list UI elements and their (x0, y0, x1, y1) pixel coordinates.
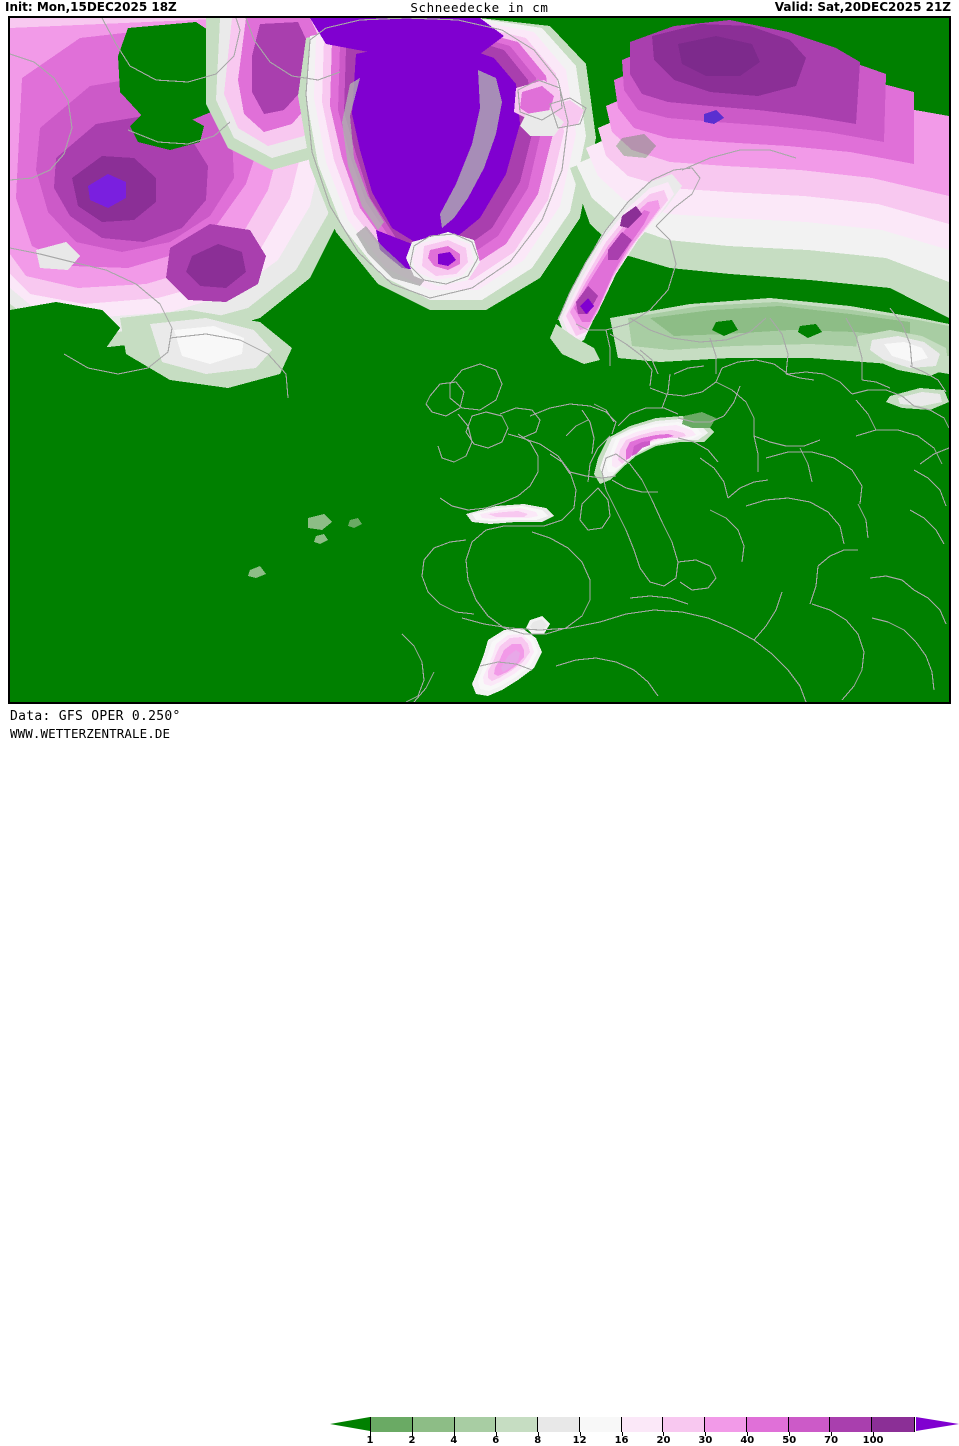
region-cantabrian-specks (248, 514, 362, 578)
colorbar-over-arrow (916, 1417, 959, 1431)
colorbar-segment-4 (454, 1417, 497, 1432)
colorbar-label-6: 6 (492, 1435, 500, 1446)
region-atlas-mountains (472, 616, 550, 696)
colorbar-segment-100 (872, 1417, 914, 1432)
colorbar-segment-70 (830, 1417, 873, 1432)
colorbar-label-100: 100 (862, 1435, 884, 1446)
map-header: Init: Mon,15DEC2025 18Z Schneedecke in c… (0, 0, 959, 16)
valid-time-label: Valid: Sat,20DEC2025 21Z (774, 0, 951, 14)
colorbar-segment-12 (579, 1417, 622, 1432)
colorbar-under-arrow (330, 1417, 370, 1431)
website-label: WWW.WETTERZENTRALE.DE (10, 726, 171, 741)
page-title: Schneedecke in cm (410, 0, 549, 15)
map-footer: Data: GFS OPER 0.250° WWW.WETTERZENTRALE… (0, 704, 959, 1446)
colorbar-segment-50 (788, 1417, 831, 1432)
coastlines-and-borders (10, 18, 949, 702)
data-source-label: Data: GFS OPER 0.250° (10, 709, 181, 724)
colorbar-segment-1 (371, 1417, 413, 1432)
colorbar-label-20: 20 (656, 1435, 671, 1446)
colorbar-segment-6 (496, 1417, 539, 1432)
colorbar-segment-30 (705, 1417, 747, 1432)
region-scandinavian-mountains (550, 174, 682, 364)
colorbar-label-70: 70 (824, 1435, 839, 1446)
colorbar-segment-2 (412, 1417, 455, 1432)
colorbar-segment-8 (538, 1417, 580, 1432)
colorbar-label-50: 50 (782, 1435, 797, 1446)
region-northern-europe-snowfield (570, 20, 949, 318)
colorbar-segments (370, 1417, 915, 1432)
snow-depth-heatmap (10, 18, 949, 702)
region-pyrenees (466, 504, 554, 524)
region-alps (594, 412, 716, 484)
map-frame (8, 16, 951, 704)
colorbar-label-8: 8 (534, 1435, 542, 1446)
colorbar-segment-20 (663, 1417, 706, 1432)
colorbar: 1 2 4 6 8 12 16 20 30 40 50 70 100 (330, 1415, 959, 1446)
colorbar-label-30: 30 (698, 1435, 713, 1446)
init-time-label: Init: Mon,15DEC2025 18Z (5, 0, 177, 14)
colorbar-ticks: 1 2 4 6 8 12 16 20 30 40 50 70 100 (366, 1432, 916, 1446)
colorbar-segment-40 (746, 1417, 789, 1432)
colorbar-label-16: 16 (614, 1435, 629, 1446)
colorbar-label-40: 40 (740, 1435, 755, 1446)
colorbar-label-1: 1 (366, 1435, 374, 1446)
region-iceland (406, 232, 480, 286)
colorbar-segment-16 (621, 1417, 664, 1432)
colorbar-label-4: 4 (450, 1435, 458, 1446)
colorbar-label-2: 2 (408, 1435, 416, 1446)
colorbar-label-12: 12 (572, 1435, 587, 1446)
